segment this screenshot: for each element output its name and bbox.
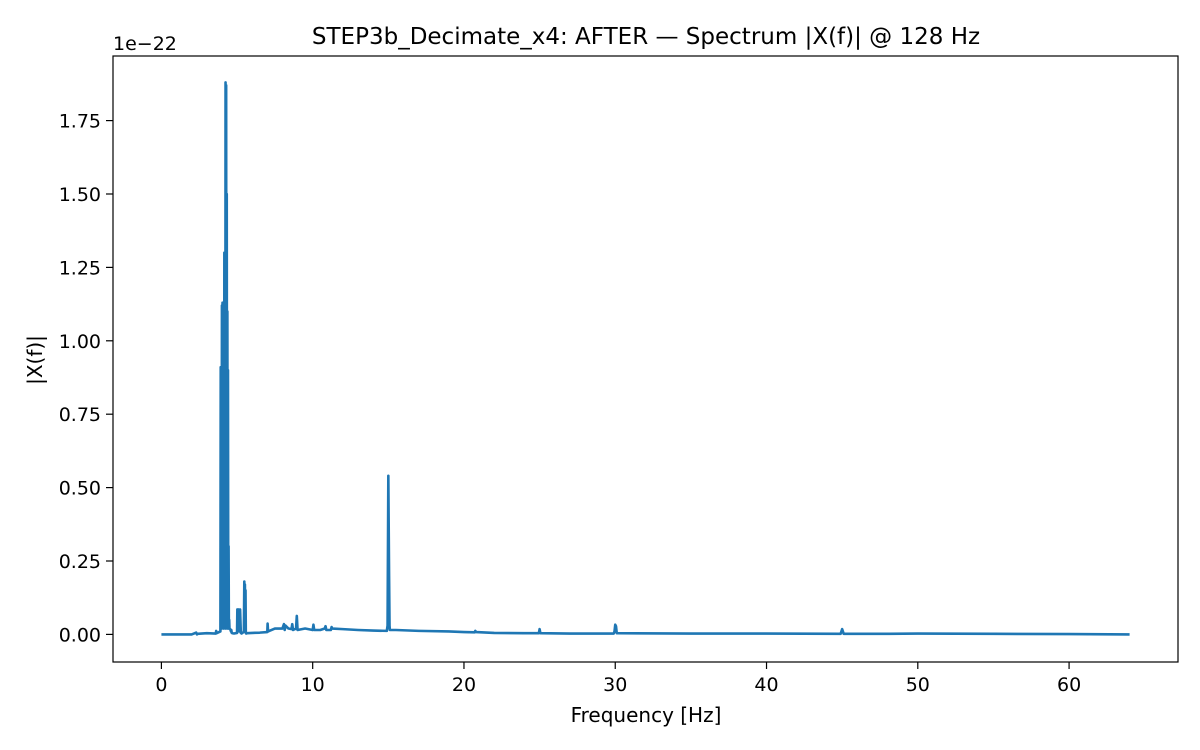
x-tick-label: 20 [452,674,476,696]
y-tick-label: 0.75 [59,404,101,426]
y-tick-label: 1.75 [59,111,101,133]
y-tick-label: 0.25 [59,551,101,573]
x-axis-label: Frequency [Hz] [571,703,722,727]
y-axis-label: |X(f)| [23,335,47,385]
x-tick-label: 50 [906,674,930,696]
x-tick-label: 30 [603,674,627,696]
x-tick-label: 10 [301,674,325,696]
x-tick-label: 0 [155,674,167,696]
chart-title: STEP3b_Decimate_x4: AFTER — Spectrum |X(… [312,24,980,50]
y-tick-label: 1.50 [59,184,101,206]
x-tick-label: 40 [754,674,778,696]
y-tick-label: 0.00 [59,624,101,646]
x-tick-label: 60 [1057,674,1081,696]
y-axis: 0.00 0.25 0.50 0.75 1.00 1.25 1.50 1.75 [59,111,113,646]
y-tick-label: 0.50 [59,478,101,500]
plot-area [161,81,1130,636]
x-axis: 0 10 20 30 40 50 60 [155,662,1081,696]
plot-frame [112,55,1179,663]
y-axis-scale-label: 1e−22 [113,33,177,55]
y-tick-label: 1.00 [59,331,101,353]
y-tick-label: 1.25 [59,257,101,279]
spectrum-series-line-0 [161,81,1130,636]
